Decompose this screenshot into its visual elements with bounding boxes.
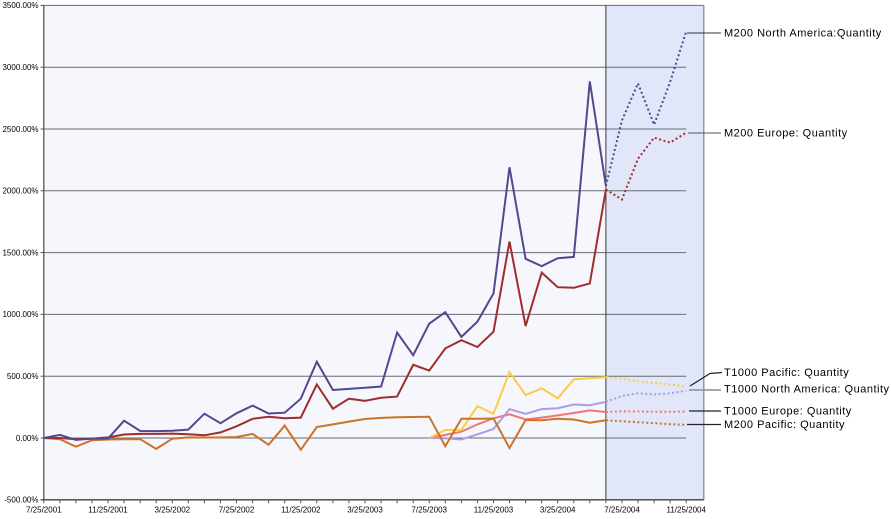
svg-text:0.00%: 0.00%	[16, 434, 39, 443]
svg-text:M200 Europe: Quantity: M200 Europe: Quantity	[724, 128, 848, 140]
svg-text:M200 Pacific: Quantity: M200 Pacific: Quantity	[724, 419, 845, 431]
svg-text:1500.00%: 1500.00%	[2, 248, 38, 257]
svg-text:11/25/2002: 11/25/2002	[281, 505, 321, 514]
svg-text:500.00%: 500.00%	[7, 372, 39, 381]
svg-text:11/25/2004: 11/25/2004	[666, 505, 706, 514]
svg-text:11/25/2003: 11/25/2003	[474, 505, 514, 514]
svg-text:3/25/2004: 3/25/2004	[540, 505, 576, 514]
svg-text:3000.00%: 3000.00%	[2, 63, 38, 72]
svg-text:11/25/2001: 11/25/2001	[88, 505, 128, 514]
svg-text:M200 North America:Quantity: M200 North America:Quantity	[724, 28, 882, 40]
svg-text:-500.00%: -500.00%	[4, 496, 38, 505]
svg-text:3/25/2003: 3/25/2003	[347, 505, 383, 514]
svg-text:7/25/2004: 7/25/2004	[604, 505, 640, 514]
svg-text:7/25/2003: 7/25/2003	[411, 505, 447, 514]
svg-text:T1000 North America: Quantity: T1000 North America: Quantity	[724, 384, 890, 396]
svg-text:2000.00%: 2000.00%	[2, 187, 38, 196]
svg-text:3/25/2002: 3/25/2002	[155, 505, 191, 514]
svg-text:3500.00%: 3500.00%	[2, 1, 38, 10]
svg-text:T1000 Pacific: Quantity: T1000 Pacific: Quantity	[724, 367, 849, 379]
svg-text:2500.00%: 2500.00%	[2, 125, 38, 134]
svg-text:T1000 Europe: Quantity: T1000 Europe: Quantity	[724, 406, 852, 418]
svg-text:7/25/2001: 7/25/2001	[26, 505, 62, 514]
svg-text:1000.00%: 1000.00%	[2, 310, 38, 319]
svg-text:7/25/2002: 7/25/2002	[219, 505, 255, 514]
